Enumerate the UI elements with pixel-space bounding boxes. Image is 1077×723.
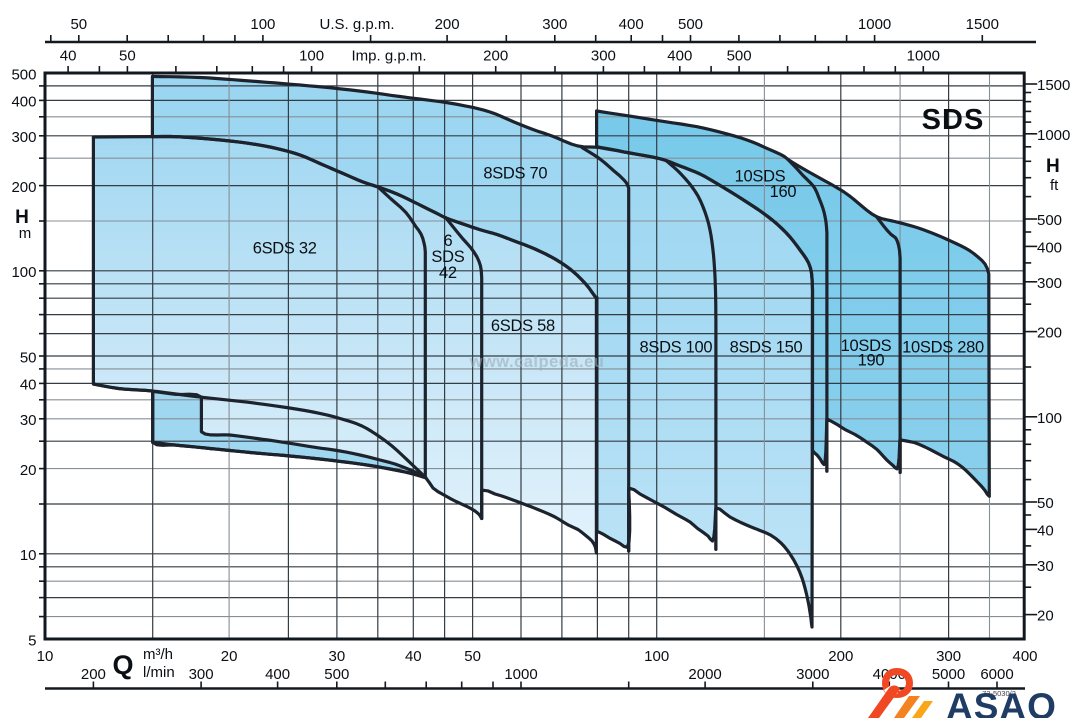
svg-text:160: 160 xyxy=(770,183,797,201)
svg-text:10SDS: 10SDS xyxy=(841,337,892,355)
svg-text:l/min: l/min xyxy=(143,664,175,681)
svg-text:500: 500 xyxy=(727,48,752,65)
svg-text:6SDS 58: 6SDS 58 xyxy=(491,317,555,335)
svg-text:1000: 1000 xyxy=(1037,127,1070,144)
svg-text:42: 42 xyxy=(439,264,457,282)
svg-text:5000: 5000 xyxy=(932,666,965,683)
svg-text:20: 20 xyxy=(221,648,238,665)
svg-text:6000: 6000 xyxy=(980,666,1013,683)
svg-text:300: 300 xyxy=(189,666,214,683)
svg-text:72-5030/2: 72-5030/2 xyxy=(982,689,1016,698)
svg-text:8SDS 150: 8SDS 150 xyxy=(730,339,803,357)
svg-text:2000: 2000 xyxy=(688,666,721,683)
svg-text:30: 30 xyxy=(20,412,37,429)
svg-text:3000: 3000 xyxy=(796,666,829,683)
svg-text:200: 200 xyxy=(828,648,853,665)
svg-text:400: 400 xyxy=(11,94,36,111)
svg-text:100: 100 xyxy=(1037,410,1062,427)
svg-text:40: 40 xyxy=(60,48,77,65)
svg-text:1500: 1500 xyxy=(966,16,999,33)
svg-text:100: 100 xyxy=(644,648,669,665)
svg-text:8SDS 100: 8SDS 100 xyxy=(639,339,712,357)
svg-text:50: 50 xyxy=(464,648,481,665)
svg-text:500: 500 xyxy=(1037,212,1062,229)
svg-text:H: H xyxy=(15,207,29,228)
svg-text:100: 100 xyxy=(250,16,275,33)
svg-text:40: 40 xyxy=(405,648,422,665)
svg-text:200: 200 xyxy=(483,48,508,65)
svg-text:100: 100 xyxy=(299,48,324,65)
svg-text:6: 6 xyxy=(443,232,452,250)
svg-text:10: 10 xyxy=(37,648,54,665)
svg-text:ft: ft xyxy=(1050,177,1059,194)
svg-text:400: 400 xyxy=(619,16,644,33)
svg-text:1500: 1500 xyxy=(1037,77,1070,94)
svg-text:50: 50 xyxy=(119,48,136,65)
svg-text:300: 300 xyxy=(591,48,616,65)
svg-text:300: 300 xyxy=(542,16,567,33)
svg-text:100: 100 xyxy=(11,264,36,281)
svg-text:U.S. g.p.m.: U.S. g.p.m. xyxy=(319,16,394,33)
svg-text:190: 190 xyxy=(858,351,885,369)
svg-text:200: 200 xyxy=(435,16,460,33)
svg-text:200: 200 xyxy=(11,179,36,196)
svg-text:Imp. g.p.m.: Imp. g.p.m. xyxy=(351,48,426,65)
svg-text:500: 500 xyxy=(11,66,36,83)
svg-text:www.calpeda.eu: www.calpeda.eu xyxy=(469,353,605,371)
svg-text:SDS: SDS xyxy=(431,248,464,266)
svg-text:500: 500 xyxy=(324,666,349,683)
svg-text:10SDS 280: 10SDS 280 xyxy=(902,339,984,357)
svg-text:30: 30 xyxy=(1037,558,1054,575)
svg-text:1000: 1000 xyxy=(907,48,940,65)
svg-text:8SDS 70: 8SDS 70 xyxy=(483,164,547,182)
svg-text:20: 20 xyxy=(20,462,37,479)
svg-text:20: 20 xyxy=(1037,608,1054,625)
svg-text:50: 50 xyxy=(1037,495,1054,512)
svg-text:1000: 1000 xyxy=(858,16,891,33)
svg-text:200: 200 xyxy=(81,666,106,683)
svg-text:Q: Q xyxy=(112,650,133,680)
svg-text:500: 500 xyxy=(678,16,703,33)
svg-text:400: 400 xyxy=(265,666,290,683)
svg-text:300: 300 xyxy=(936,648,961,665)
svg-text:5: 5 xyxy=(28,632,36,649)
svg-text:ASAO: ASAO xyxy=(946,686,1057,718)
svg-text:300: 300 xyxy=(1037,275,1062,292)
svg-text:40: 40 xyxy=(20,377,37,394)
svg-text:200: 200 xyxy=(1037,325,1062,342)
svg-text:6SDS 32: 6SDS 32 xyxy=(253,239,317,257)
svg-text:50: 50 xyxy=(20,349,37,366)
svg-text:1000: 1000 xyxy=(504,666,537,683)
svg-text:10: 10 xyxy=(20,547,37,564)
svg-text:40: 40 xyxy=(1037,522,1054,539)
svg-text:H: H xyxy=(1046,156,1060,177)
svg-text:m³/h: m³/h xyxy=(143,646,173,663)
svg-text:400: 400 xyxy=(1037,239,1062,256)
svg-text:30: 30 xyxy=(329,648,346,665)
svg-text:400: 400 xyxy=(1012,648,1037,665)
svg-text:SDS: SDS xyxy=(922,104,985,136)
svg-text:50: 50 xyxy=(70,16,87,33)
svg-text:m: m xyxy=(19,225,32,242)
svg-text:10SDS: 10SDS xyxy=(735,167,786,185)
svg-text:400: 400 xyxy=(667,48,692,65)
svg-text:300: 300 xyxy=(11,129,36,146)
